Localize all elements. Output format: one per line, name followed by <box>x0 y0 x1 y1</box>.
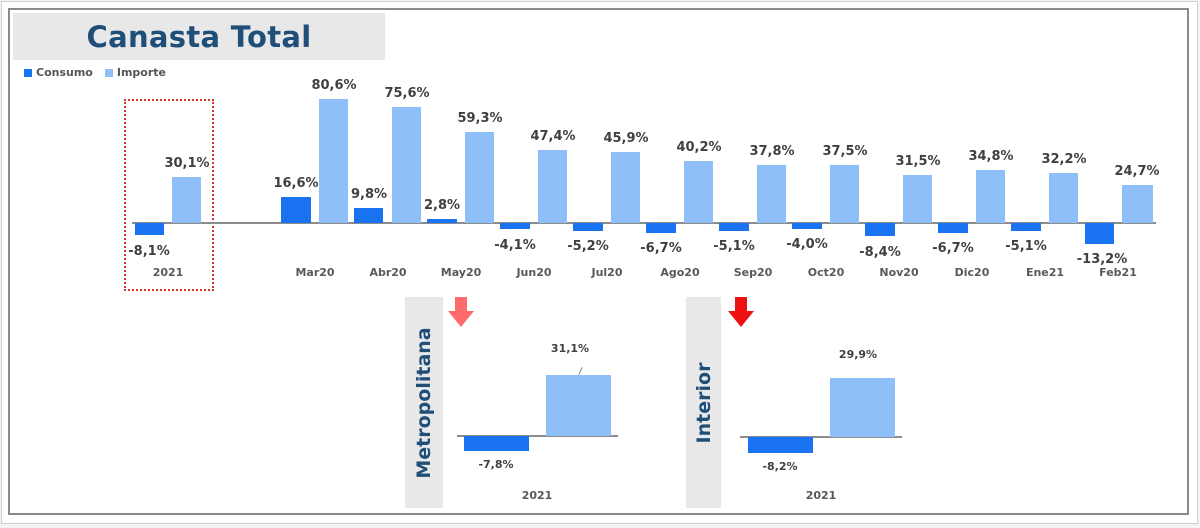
value-label-consumo-oct20: -4,0% <box>786 237 828 252</box>
bar-consumo-dic20 <box>938 223 968 233</box>
metropolitana-label-box: Metropolitana <box>405 297 443 508</box>
value-label-importe-nov20: 31,5% <box>895 154 941 169</box>
value-label-consumo-2021: -8,1% <box>128 244 170 259</box>
bar-importe-ago20 <box>684 161 713 223</box>
highlight-box-2021 <box>124 99 214 291</box>
interior-category-label: 2021 <box>805 489 837 502</box>
bar-consumo-oct20 <box>792 223 822 229</box>
metropolitana-axis-line <box>457 435 618 437</box>
metropolitana-bar-consumo <box>464 436 529 451</box>
category-label-ago20: Ago20 <box>660 266 700 279</box>
bar-importe-dic20 <box>976 170 1005 223</box>
value-label-importe-sep20: 37,8% <box>749 144 795 159</box>
bar-consumo-ene21 <box>1011 223 1041 231</box>
bar-importe-jul20 <box>611 152 640 223</box>
value-label-consumo-dic20: -6,7% <box>932 241 974 256</box>
category-label-nov20: Nov20 <box>879 266 919 279</box>
bar-consumo-abr20 <box>354 208 383 223</box>
bar-importe-ene21 <box>1049 173 1078 223</box>
value-label-importe-jul20: 45,9% <box>603 131 649 146</box>
value-label-consumo-jun20: -4,1% <box>494 238 536 253</box>
interior-bar-consumo <box>748 437 813 453</box>
x-axis-line <box>132 222 1156 224</box>
value-label-importe-oct20: 37,5% <box>822 144 868 159</box>
category-label-mar20: Mar20 <box>295 266 335 279</box>
bar-consumo-sep20 <box>719 223 749 231</box>
value-label-importe-feb21: 24,7% <box>1114 164 1160 179</box>
bar-consumo-2021 <box>135 223 164 235</box>
value-label-consumo-feb21: -13,2% <box>1076 252 1128 267</box>
arrow-down-icon <box>448 297 474 327</box>
value-label-importe-abr20: 75,6% <box>384 86 430 101</box>
bar-importe-mar20 <box>319 99 348 223</box>
value-label-consumo-mar20: 16,6% <box>273 176 319 191</box>
bar-consumo-may20 <box>427 219 457 223</box>
legend-swatch-consumo <box>24 68 32 77</box>
metropolitana-value-importe: 31,1% <box>550 342 590 355</box>
metropolitana-value-consumo: -7,8% <box>478 458 514 471</box>
value-label-consumo-sep20: -5,1% <box>713 239 755 254</box>
category-label-2021: 2021 <box>152 266 184 279</box>
interior-label-box: Interior <box>686 297 721 508</box>
value-label-consumo-may20: 2,8% <box>423 198 461 213</box>
bar-consumo-jul20 <box>573 223 603 231</box>
bar-importe-sep20 <box>757 165 786 223</box>
interior-axis-line <box>740 436 902 438</box>
bar-importe-jun20 <box>538 150 567 223</box>
category-label-jun20: Jun20 <box>516 266 552 279</box>
value-label-importe-2021: 30,1% <box>164 156 210 171</box>
title-banner: Canasta Total <box>13 13 385 60</box>
bar-importe-may20 <box>465 132 494 223</box>
bar-importe-nov20 <box>903 175 932 223</box>
value-label-consumo-ago20: -6,7% <box>640 241 682 256</box>
category-label-may20: May20 <box>440 266 482 279</box>
arrow-down-icon <box>728 297 754 327</box>
bar-importe-abr20 <box>392 107 421 223</box>
interior-value-importe: 29,9% <box>838 348 878 361</box>
value-label-consumo-jul20: -5,2% <box>567 239 609 254</box>
legend-label-consumo: Consumo <box>36 66 93 79</box>
category-label-ene21: Ene21 <box>1025 266 1065 279</box>
value-label-importe-ene21: 32,2% <box>1041 152 1087 167</box>
bar-importe-2021 <box>172 177 201 223</box>
value-label-consumo-abr20: 9,8% <box>350 187 388 202</box>
bar-consumo-feb21 <box>1085 223 1114 244</box>
legend-item-consumo: Consumo <box>24 66 93 79</box>
category-label-jul20: Jul20 <box>591 266 623 279</box>
value-label-importe-dic20: 34,8% <box>968 149 1014 164</box>
value-label-importe-may20: 59,3% <box>457 111 503 126</box>
value-label-importe-ago20: 40,2% <box>676 140 722 155</box>
legend-item-importe: Importe <box>104 66 166 79</box>
interior-bar-importe <box>830 378 895 437</box>
bar-importe-feb21 <box>1122 185 1153 223</box>
value-label-importe-jun20: 47,4% <box>530 129 576 144</box>
legend-label-importe: Importe <box>116 66 166 79</box>
category-label-feb21: Feb21 <box>1099 266 1137 279</box>
category-label-oct20: Oct20 <box>807 266 845 279</box>
category-label-sep20: Sep20 <box>733 266 773 279</box>
metropolitana-category-label: 2021 <box>521 489 553 502</box>
legend-swatch-importe <box>104 68 113 77</box>
bar-importe-oct20 <box>830 165 859 223</box>
value-label-consumo-nov20: -8,4% <box>859 245 901 260</box>
legend: Consumo Importe <box>24 66 166 79</box>
value-label-importe-mar20: 80,6% <box>311 78 357 93</box>
bar-consumo-ago20 <box>646 223 676 233</box>
metropolitana-bar-importe <box>546 375 611 436</box>
value-label-consumo-ene21: -5,1% <box>1005 239 1047 254</box>
category-label-abr20: Abr20 <box>369 266 407 279</box>
interior-value-consumo: -8,2% <box>762 460 798 473</box>
bar-consumo-mar20 <box>281 197 311 223</box>
interior-title: Interior <box>692 362 715 443</box>
chart-title: Canasta Total <box>86 19 312 54</box>
bar-consumo-nov20 <box>865 223 895 236</box>
bar-consumo-jun20 <box>500 223 530 229</box>
category-label-dic20: Dic20 <box>954 266 990 279</box>
